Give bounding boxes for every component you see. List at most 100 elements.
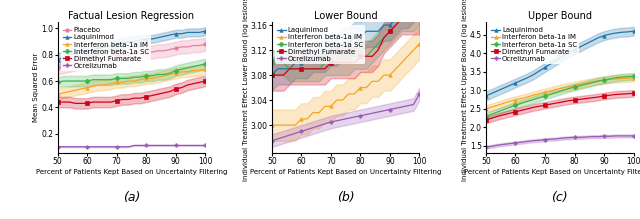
Ocrelizumab — [274, 138, 282, 140]
Ocrelizumab — [54, 145, 61, 148]
Interferon beta-1a IM — [321, 105, 329, 108]
Interferon beta-1a SC — [595, 80, 602, 82]
Laquinimod — [72, 52, 79, 55]
Interferon beta-1a SC — [95, 78, 103, 81]
Interferon beta-1a IM — [298, 118, 305, 120]
Ocrelizumab — [559, 137, 566, 140]
Interferon beta-1a IM — [101, 84, 109, 86]
Dimethyl Fumarate — [202, 80, 209, 82]
Ocrelizumab — [303, 128, 311, 131]
Dimethyl Fumarate — [369, 55, 376, 58]
Interferon beta-1a IM — [511, 99, 519, 101]
Interferon beta-1a SC — [488, 113, 495, 115]
Ocrelizumab — [280, 136, 287, 138]
Ocrelizumab — [285, 134, 293, 136]
Dimethyl Fumarate — [160, 92, 168, 94]
Legend: Laquinimod, Interferon beta-1a IM, Interferon beta-1a SC, Dimethyl Fumarate, Ocr: Laquinimod, Interferon beta-1a IM, Inter… — [490, 25, 579, 64]
Dimethyl Fumarate — [600, 95, 608, 97]
Dimethyl Fumarate — [595, 96, 602, 98]
Laquinimod — [285, 67, 293, 70]
Interferon beta-1a IM — [309, 111, 317, 114]
Interferon beta-1a SC — [380, 36, 388, 39]
Title: Factual Lesion Regression: Factual Lesion Regression — [68, 11, 195, 21]
Interferon beta-1a IM — [415, 42, 423, 45]
Dimethyl Fumarate — [500, 113, 508, 116]
Dimethyl Fumarate — [582, 97, 590, 100]
Laquinimod — [77, 51, 85, 53]
Interferon beta-1a SC — [351, 55, 358, 58]
Interferon beta-1a SC — [345, 61, 353, 64]
Interferon beta-1a IM — [410, 49, 417, 51]
Interferon beta-1a SC — [125, 77, 132, 80]
Interferon beta-1a IM — [77, 88, 85, 90]
Ocrelizumab — [612, 135, 620, 137]
Laquinimod — [178, 32, 186, 35]
Placebo — [142, 51, 150, 53]
Interferon beta-1a SC — [268, 61, 276, 64]
Interferon beta-1a SC — [618, 76, 626, 78]
Dimethyl Fumarate — [166, 90, 173, 93]
Ocrelizumab — [494, 144, 502, 147]
Interferon beta-1a IM — [392, 67, 399, 70]
Interferon beta-1a IM — [612, 78, 620, 80]
Interferon beta-1a SC — [315, 67, 323, 70]
Laquinimod — [415, 0, 423, 1]
Ocrelizumab — [298, 130, 305, 133]
Interferon beta-1a SC — [77, 80, 85, 82]
Ocrelizumab — [83, 145, 91, 148]
Interferon beta-1a IM — [166, 73, 173, 76]
Ocrelizumab — [166, 144, 173, 147]
Interferon beta-1a SC — [298, 67, 305, 70]
Interferon beta-1a IM — [624, 77, 632, 79]
Dimethyl Fumarate — [518, 109, 525, 112]
Dimethyl Fumarate — [303, 67, 311, 70]
Laquinimod — [582, 42, 590, 45]
Laquinimod — [577, 45, 584, 48]
Dimethyl Fumarate — [415, 18, 423, 20]
Dimethyl Fumarate — [280, 74, 287, 76]
Dimethyl Fumarate — [95, 101, 103, 103]
Dimethyl Fumarate — [125, 98, 132, 101]
Laquinimod — [101, 46, 109, 48]
Laquinimod — [309, 55, 317, 58]
Laquinimod — [404, 11, 412, 14]
Dimethyl Fumarate — [178, 86, 186, 89]
Interferon beta-1a SC — [511, 104, 519, 106]
X-axis label: Percent of Patients Kept Based on Uncertainty Filtering: Percent of Patients Kept Based on Uncert… — [250, 169, 442, 175]
Laquinimod — [494, 89, 502, 92]
Interferon beta-1a IM — [327, 105, 335, 108]
Interferon beta-1a SC — [160, 73, 168, 76]
Line: Interferon beta-1a IM: Interferon beta-1a IM — [484, 76, 636, 111]
Dimethyl Fumarate — [588, 96, 596, 99]
Laquinimod — [398, 11, 406, 14]
Interferon beta-1a SC — [148, 74, 156, 77]
Interferon beta-1a IM — [189, 69, 197, 72]
Interferon beta-1a SC — [624, 75, 632, 78]
Dimethyl Fumarate — [142, 95, 150, 98]
Ocrelizumab — [541, 138, 549, 141]
Laquinimod — [600, 34, 608, 37]
Placebo — [178, 46, 186, 48]
Laquinimod — [369, 30, 376, 33]
Interferon beta-1a SC — [113, 77, 120, 80]
Dimethyl Fumarate — [327, 61, 335, 64]
Placebo — [113, 53, 120, 56]
Placebo — [119, 53, 127, 56]
Dimethyl Fumarate — [386, 30, 394, 33]
Dimethyl Fumarate — [321, 67, 329, 70]
Dimethyl Fumarate — [529, 106, 537, 109]
Ocrelizumab — [321, 123, 329, 125]
Interferon beta-1a SC — [600, 79, 608, 81]
Ocrelizumab — [131, 144, 138, 147]
Ocrelizumab — [292, 132, 300, 135]
Laquinimod — [166, 34, 173, 36]
Ocrelizumab — [107, 145, 115, 148]
Y-axis label: Individual Treatment Effect Upper Bound (log lesions): Individual Treatment Effect Upper Bound … — [461, 0, 468, 181]
Laquinimod — [345, 42, 353, 45]
Placebo — [196, 44, 204, 47]
Ocrelizumab — [374, 111, 382, 113]
Interferon beta-1a SC — [309, 67, 317, 70]
Interferon beta-1a IM — [315, 111, 323, 114]
Ocrelizumab — [119, 145, 127, 148]
Interferon beta-1a IM — [404, 55, 412, 58]
